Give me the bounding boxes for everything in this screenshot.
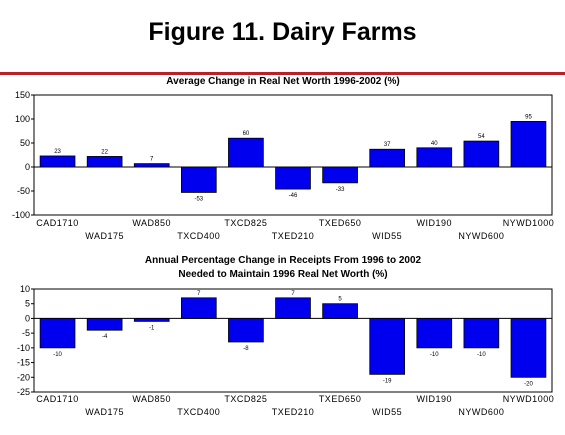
chart2-y-tick-label: -10	[17, 343, 30, 353]
chart2-y-tick-label: -15	[17, 358, 30, 368]
chart1-data-label: 40	[431, 141, 438, 147]
chart1-category-label: WID55	[372, 231, 402, 241]
chart2-category-label: NYWD1000	[503, 394, 555, 404]
chart2-bar-wad850	[133, 318, 170, 322]
chart2-y-tick-label: -25	[17, 387, 30, 397]
chart1-bar-txed210	[275, 166, 311, 190]
chart2-data-label: 5	[338, 297, 342, 303]
chart2-bar-wad175	[86, 318, 123, 331]
chart1-bar-nywd1000	[510, 121, 547, 168]
chart1-data-label: 22	[101, 149, 108, 155]
chart-net-worth: Average Change in Real Net Worth 1996-20…	[12, 76, 554, 241]
chart1-y-tick-label: -50	[17, 186, 30, 196]
chart1-category-label: WAD850	[132, 218, 171, 228]
chart2-subtitle: Needed to Maintain 1996 Real Net Worth (…	[178, 269, 387, 280]
chart2-bar-txcd825	[228, 318, 264, 343]
chart1-data-label: -33	[336, 187, 345, 193]
chart2-bar-nywd1000	[510, 318, 547, 378]
chart2-data-label: 7	[197, 291, 201, 297]
chart1-category-label: TXCD825	[224, 218, 267, 228]
chart2-data-label: 7	[291, 291, 295, 297]
chart1-data-label: 7	[150, 157, 154, 163]
chart2-category-label: WAD850	[132, 394, 171, 404]
chart2-data-label: -4	[102, 334, 108, 340]
chart2-data-label: -8	[243, 346, 249, 352]
chart2-title: Annual Percentage Change in Receipts Fro…	[145, 255, 422, 266]
chart2-bar-txcd400	[180, 297, 217, 319]
chart2-category-label: TXCD400	[177, 407, 220, 417]
chart1-y-tick-label: -100	[12, 210, 30, 220]
title-rule	[0, 72, 565, 75]
chart1-bar-cad1710	[39, 155, 76, 168]
chart2-bar-txed210	[275, 297, 311, 319]
chart1-category-label: WID190	[417, 218, 453, 228]
chart1-data-label: 60	[243, 131, 250, 137]
chart2-y-tick-label: 5	[25, 299, 30, 309]
chart1-category-label: TXED210	[272, 231, 315, 241]
chart2-y-tick-label: 10	[20, 284, 30, 294]
page-title: Figure 11. Dairy Farms	[148, 18, 417, 46]
chart2-y-tick-label: -20	[17, 372, 30, 382]
chart2-bar-wid55	[369, 318, 406, 375]
chart2-data-label: -19	[383, 378, 392, 384]
chart1-bar-txcd400	[180, 166, 217, 193]
chart1-category-label: WAD175	[85, 231, 124, 241]
chart1-data-label: 37	[384, 142, 391, 148]
chart1-bar-wad175	[86, 156, 123, 168]
chart1-data-label: 23	[54, 149, 61, 155]
chart1-data-label: -53	[194, 196, 203, 202]
chart1-bar-wid55	[369, 148, 406, 168]
chart1-category-label: TXCD400	[177, 231, 220, 241]
chart2-category-label: TXCD825	[224, 394, 267, 404]
chart1-y-tick-label: 100	[15, 114, 30, 124]
chart2-category-label: WID55	[372, 407, 402, 417]
chart1-y-tick-label: 0	[25, 162, 30, 172]
chart2-category-label: WID190	[417, 394, 453, 404]
chart1-bar-wid190	[416, 147, 453, 168]
chart1-title: Average Change in Real Net Worth 1996-20…	[166, 76, 399, 87]
chart1-bar-txcd825	[228, 137, 264, 168]
chart1-bar-wad850	[133, 163, 170, 168]
chart2-data-label: -10	[430, 352, 439, 358]
chart1-data-label: 95	[525, 114, 532, 120]
chart2-data-label: -10	[53, 352, 62, 358]
chart1-category-label: NYWD600	[458, 231, 504, 241]
chart2-y-tick-label: 0	[25, 313, 30, 323]
chart2-category-label: CAD1710	[36, 394, 79, 404]
chart1-category-label: TXED650	[319, 218, 362, 228]
chart2-category-label: TXED210	[272, 407, 315, 417]
chart2-category-label: NYWD600	[458, 407, 504, 417]
chart2-bar-nywd600	[463, 318, 500, 349]
chart1-y-tick-label: 50	[20, 138, 30, 148]
chart2-data-label: -20	[524, 381, 533, 387]
chart1-category-label: CAD1710	[36, 218, 79, 228]
chart2-category-label: WAD175	[85, 407, 124, 417]
chart2-bar-txed650	[322, 303, 358, 319]
chart2-data-label: -1	[149, 325, 155, 331]
chart1-y-tick-label: 150	[15, 90, 30, 100]
chart1-bar-nywd600	[463, 140, 500, 168]
chart2-category-label: TXED650	[319, 394, 362, 404]
chart2-bar-cad1710	[39, 318, 76, 349]
chart1-data-label: 54	[478, 134, 485, 140]
chart1-category-label: NYWD1000	[503, 218, 555, 228]
chart2-y-tick-label: -5	[22, 328, 30, 338]
chart1-data-label: -46	[289, 193, 298, 199]
chart-receipts: Annual Percentage Change in Receipts Fro…	[17, 255, 554, 417]
chart1-bar-txed650	[322, 166, 358, 184]
chart2-bar-wid190	[416, 318, 453, 349]
chart2-data-label: -10	[477, 352, 486, 358]
